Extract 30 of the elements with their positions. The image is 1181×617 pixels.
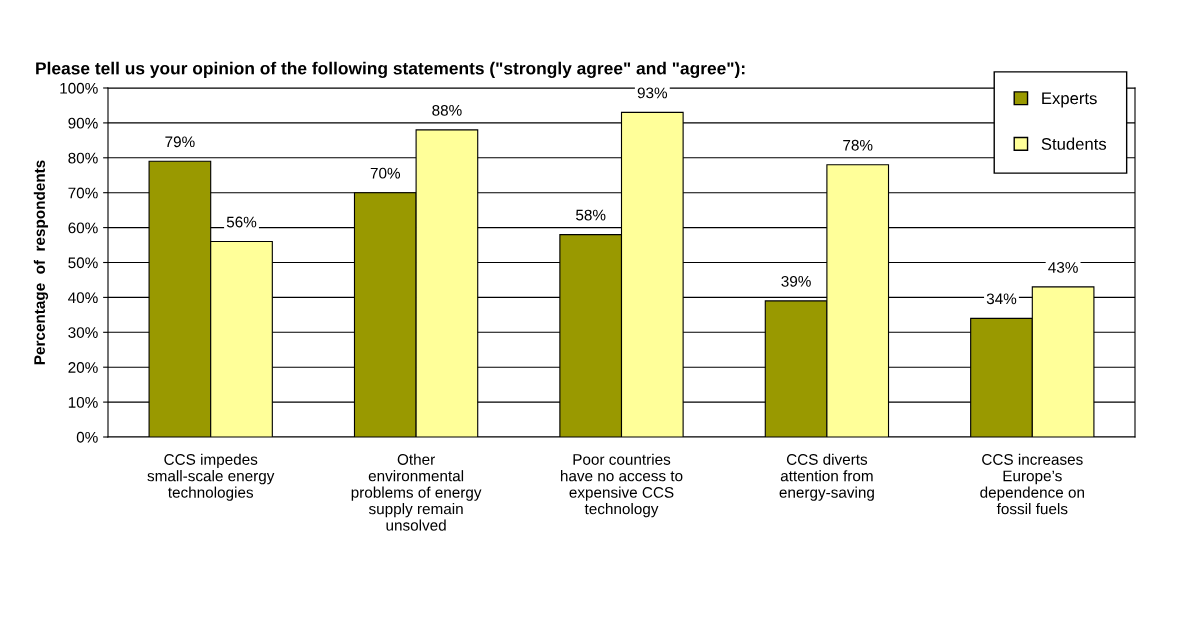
y-tick-label: 0%: [76, 431, 98, 443]
x-tick-label: Poor countries have no access to expensive CCS technology: [560, 453, 683, 518]
legend-label: Experts: [1042, 92, 1097, 108]
chart-title: Please tell us your opinion of the following statements ("strongly agree" and "agree"):: [36, 61, 745, 78]
data-label: 56%: [226, 216, 257, 228]
data-label: 78%: [843, 139, 873, 151]
x-tick-label: Other environmental problems of energy supply remain unsolved: [351, 453, 482, 531]
data-label: 88%: [432, 104, 462, 116]
legend-label: Students: [1041, 137, 1107, 150]
y-tick-label: 60%: [68, 222, 98, 234]
y-tick-label: 80%: [68, 152, 98, 164]
data-label: 39%: [781, 275, 811, 287]
x-tick-label: CCS diverts attention from energy-saving: [779, 453, 874, 501]
data-label: 70%: [370, 167, 401, 179]
data-label: 79%: [165, 136, 195, 148]
x-tick-label: CCS impedes small-scale energy technologies: [147, 453, 275, 501]
data-label: 58%: [576, 209, 606, 221]
data-label: 93%: [637, 87, 668, 99]
y-axis-title: Percentage of respondents: [33, 160, 49, 365]
data-label: 34%: [986, 293, 1017, 305]
y-tick-label: 90%: [68, 117, 98, 129]
data-label: 43%: [1048, 261, 1078, 273]
y-tick-label: 20%: [68, 362, 98, 373]
y-tick-label: 40%: [68, 292, 98, 304]
y-tick-label: 100%: [60, 82, 98, 94]
y-tick-label: 30%: [68, 327, 98, 338]
y-tick-label: 10%: [68, 396, 98, 408]
y-tick-label: 50%: [68, 257, 98, 269]
x-tick-label: CCS increases Europe’s dependence on fossil fuels: [980, 453, 1084, 515]
y-tick-label: 70%: [68, 187, 98, 199]
